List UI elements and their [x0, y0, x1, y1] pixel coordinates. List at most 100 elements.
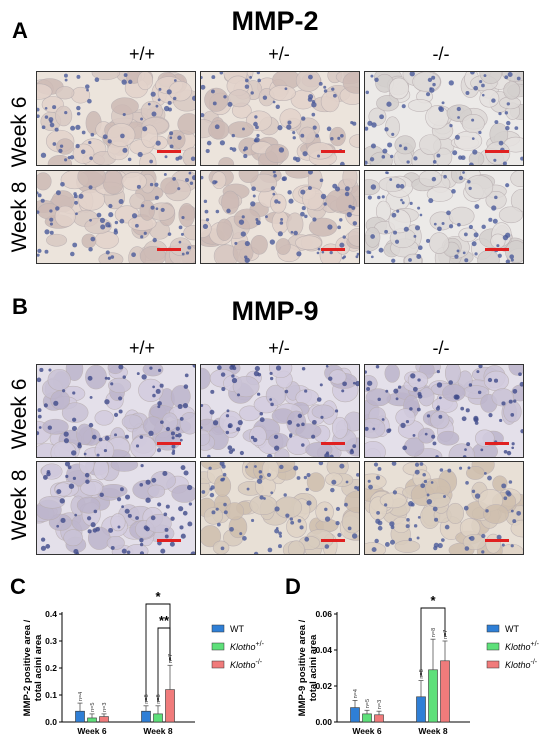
- nucleus: [136, 184, 141, 189]
- n-label: n=4: [353, 689, 359, 698]
- nucleus: [331, 87, 335, 91]
- nucleus: [399, 144, 402, 148]
- acinar-cell: [379, 492, 407, 509]
- nucleus: [160, 420, 164, 425]
- micrograph-mmp9-week8-het: [200, 461, 360, 555]
- nucleus: [346, 211, 352, 218]
- micrograph-mmp9-week8-wt: [36, 461, 196, 555]
- nucleus: [155, 207, 159, 211]
- nucleus: [390, 539, 396, 545]
- nucleus: [507, 72, 513, 77]
- nucleus: [511, 446, 515, 450]
- acinar-cell: [268, 365, 293, 379]
- nucleus: [208, 466, 212, 470]
- nucleus: [172, 177, 176, 181]
- nucleus: [284, 389, 289, 394]
- nucleus: [505, 232, 511, 238]
- nucleus: [221, 387, 226, 392]
- nucleus: [157, 502, 162, 507]
- nucleus: [152, 237, 157, 243]
- nucleus: [392, 490, 398, 495]
- nucleus: [107, 376, 111, 380]
- panel-letter: C: [10, 574, 26, 599]
- nucleus: [279, 221, 284, 225]
- nucleus: [222, 472, 227, 477]
- nucleus: [441, 538, 445, 542]
- nucleus: [136, 372, 140, 376]
- y-tick-label: 0.3: [45, 636, 57, 646]
- nucleus: [154, 182, 159, 187]
- acinar-cell: [269, 85, 296, 101]
- nucleus: [377, 397, 381, 402]
- nucleus: [406, 518, 410, 522]
- nucleus: [88, 185, 93, 190]
- nucleus: [202, 223, 209, 230]
- nucleus: [406, 160, 410, 164]
- nucleus: [283, 493, 287, 497]
- nucleus: [384, 542, 390, 547]
- nucleus: [245, 78, 249, 83]
- nucleus: [463, 505, 469, 511]
- nucleus: [254, 365, 260, 372]
- y-tick-label: 0.2: [45, 663, 57, 673]
- nucleus: [311, 434, 316, 439]
- nucleus: [75, 124, 81, 130]
- nucleus: [453, 394, 459, 400]
- acinar-cell: [429, 232, 450, 254]
- nucleus: [157, 98, 161, 102]
- nucleus: [381, 418, 385, 421]
- nucleus: [254, 115, 258, 119]
- nucleus: [257, 78, 261, 83]
- nucleus: [122, 375, 126, 379]
- nucleus: [327, 224, 333, 230]
- nucleus: [49, 122, 55, 128]
- nucleus: [301, 366, 306, 371]
- nucleus: [222, 477, 226, 481]
- acinar-cell: [503, 400, 522, 423]
- nucleus: [430, 481, 434, 484]
- nucleus: [158, 368, 162, 372]
- nucleus: [512, 519, 517, 524]
- micrograph-texture: [365, 171, 523, 263]
- nucleus: [48, 368, 52, 372]
- acinar-cell: [93, 462, 109, 480]
- nucleus: [473, 417, 479, 423]
- nucleus: [454, 254, 459, 259]
- acinar-cell: [365, 418, 386, 439]
- nucleus: [385, 389, 389, 393]
- legend-label-base: WT: [505, 624, 519, 634]
- nucleus: [87, 529, 92, 534]
- nucleus: [107, 139, 112, 144]
- acinar-cell: [437, 430, 460, 446]
- scale-bar: [485, 442, 509, 445]
- nucleus: [498, 111, 502, 116]
- panel-a-genotype-wt: +/+: [128, 44, 156, 64]
- nucleus: [419, 213, 423, 217]
- acinar-cell: [270, 193, 287, 214]
- nucleus: [330, 487, 335, 493]
- nucleus: [269, 371, 273, 376]
- acinar-cell: [349, 134, 359, 148]
- nucleus: [277, 544, 282, 549]
- acinar-cell: [430, 410, 450, 430]
- nucleus: [257, 392, 261, 396]
- nucleus: [226, 208, 231, 214]
- nucleus: [400, 422, 406, 429]
- nucleus: [296, 423, 300, 427]
- panel-b-genotype-ko: -/-: [432, 338, 450, 358]
- acinar-cell: [201, 525, 222, 548]
- acinar-cell: [168, 80, 192, 102]
- nucleus: [428, 198, 434, 204]
- nucleus: [179, 417, 184, 421]
- nucleus: [375, 365, 380, 369]
- nucleus: [333, 93, 337, 98]
- nucleus: [259, 495, 264, 500]
- nucleus: [123, 73, 128, 77]
- acinar-cell: [37, 83, 53, 100]
- nucleus: [382, 148, 388, 154]
- micrograph-mmp2-week8-het: [200, 170, 360, 264]
- nucleus: [135, 223, 139, 228]
- nucleus: [467, 466, 471, 470]
- nucleus: [287, 419, 293, 425]
- nucleus: [434, 517, 439, 522]
